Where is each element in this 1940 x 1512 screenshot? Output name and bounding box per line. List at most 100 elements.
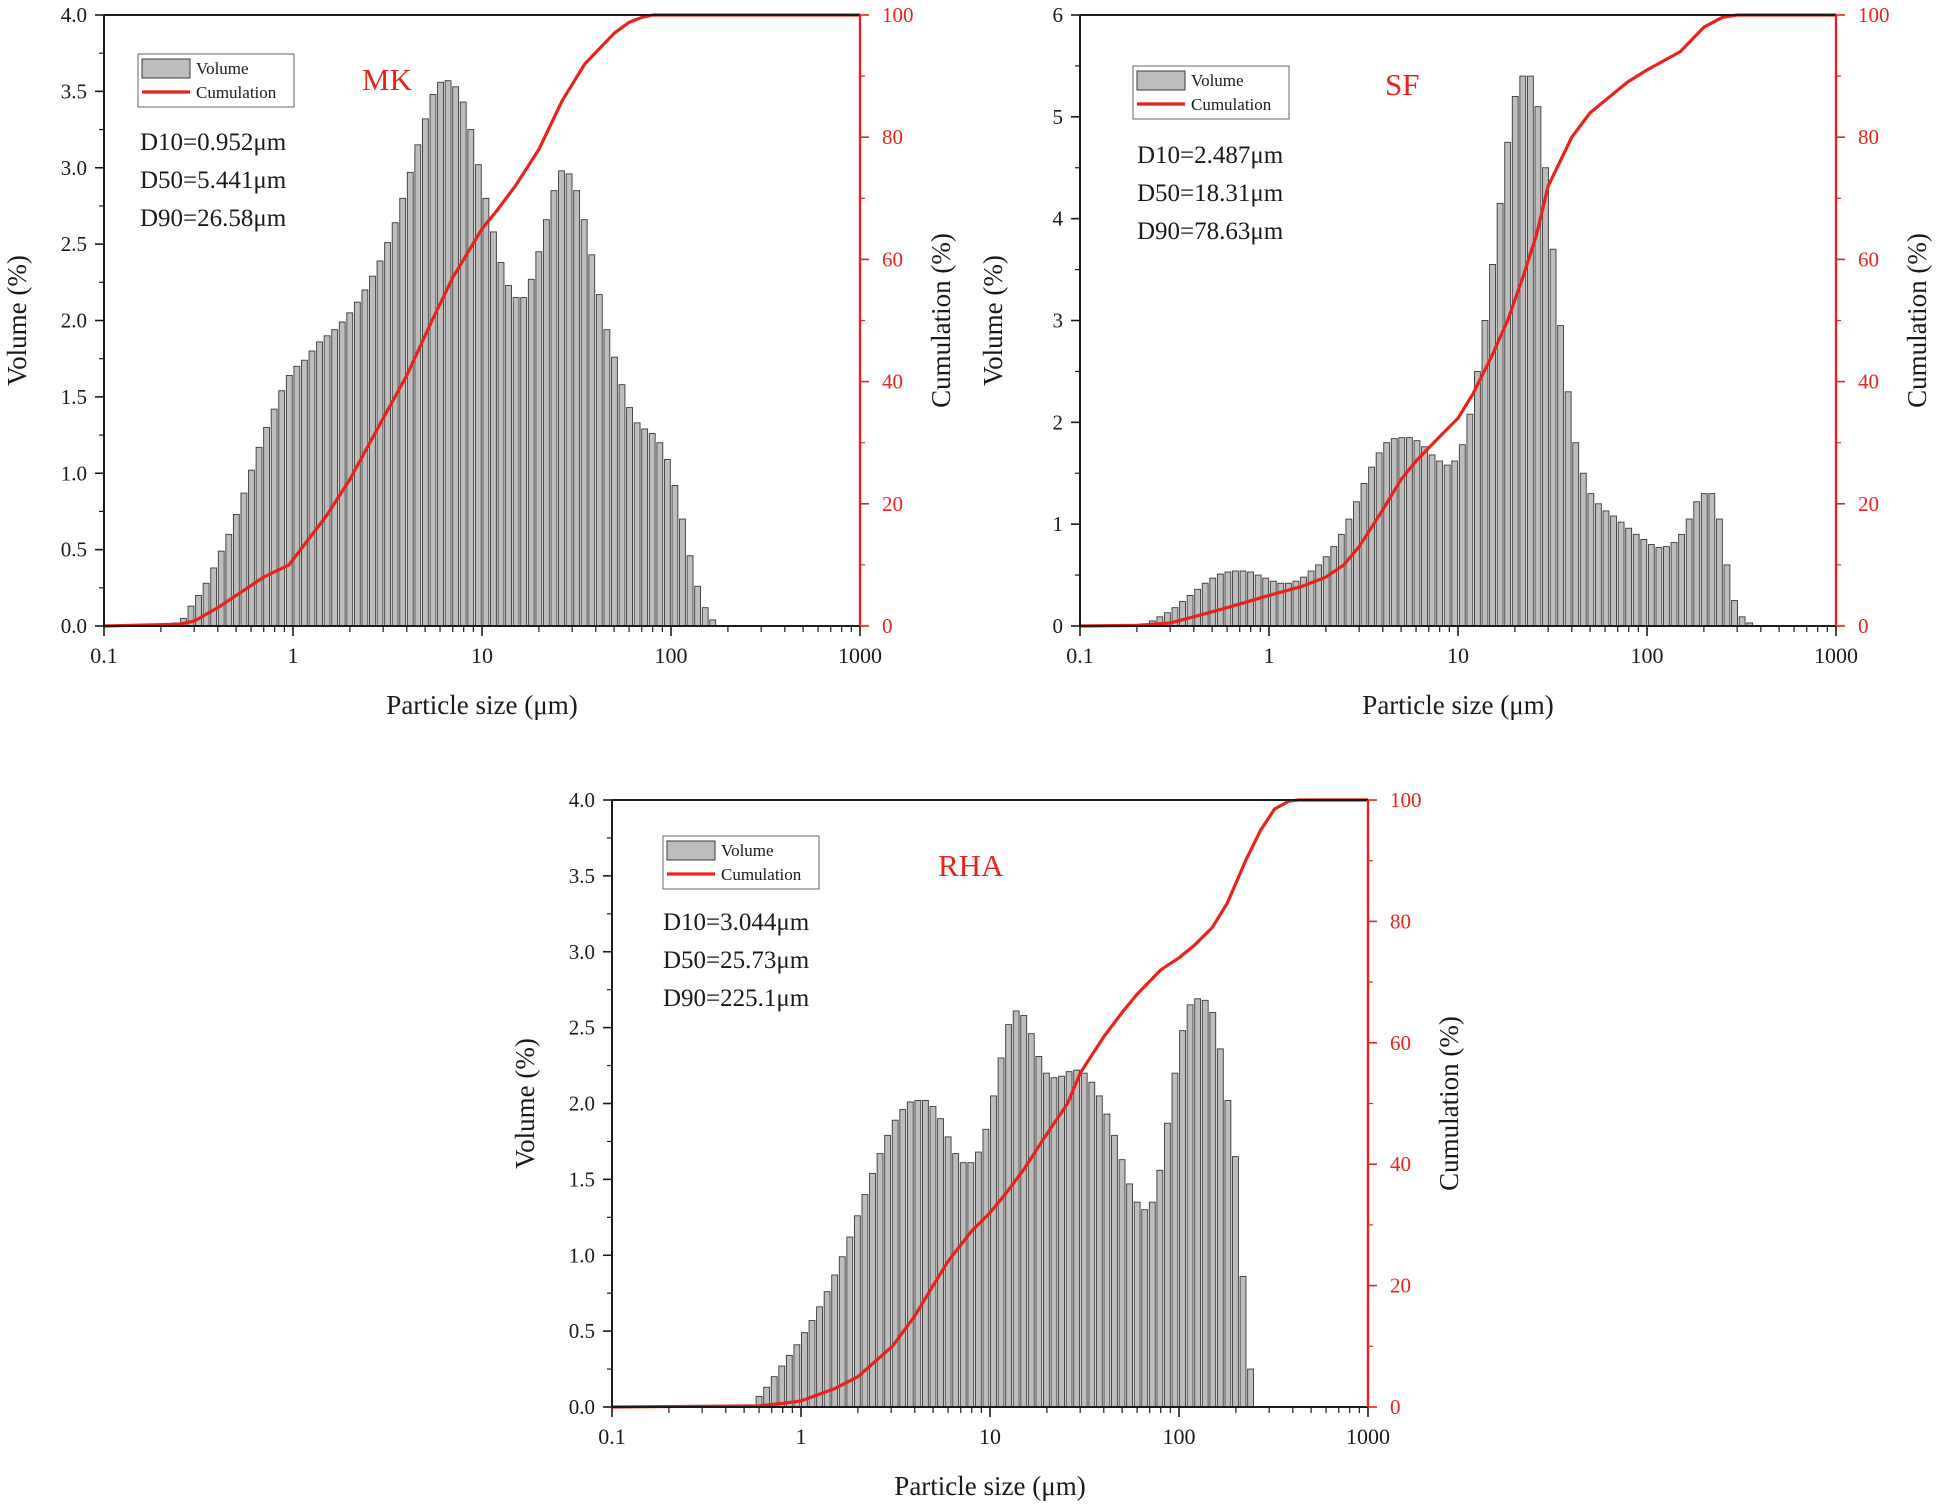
panel-label: SF: [1385, 67, 1419, 102]
volume-bar: [512, 297, 520, 627]
volume-bar: [1216, 1048, 1224, 1408]
volume-bar: [990, 1095, 997, 1408]
volume-bar: [580, 219, 588, 627]
volume-bar: [1685, 518, 1693, 627]
volume-bar: [861, 1194, 869, 1408]
legend-volume-label: Volume: [196, 59, 249, 78]
volume-bar: [1360, 482, 1368, 627]
y-tick-label: 1.5: [61, 385, 87, 409]
volume-bar: [1043, 1072, 1050, 1408]
volume-bar: [1247, 1368, 1254, 1408]
y-tick-label: 1.0: [61, 461, 87, 485]
volume-bar: [1065, 1071, 1073, 1408]
y2-tick-label: 60: [1858, 247, 1879, 271]
volume-bar: [1307, 570, 1315, 627]
volume-bar: [550, 190, 558, 627]
volume-bar: [1269, 580, 1277, 627]
volume-bar: [1224, 571, 1232, 627]
y-tick-label: 4: [1053, 207, 1064, 231]
volume-bar: [1708, 493, 1716, 627]
x-axis-title: Particle size (μm): [894, 1471, 1085, 1501]
y-tick-label: 0.0: [569, 1395, 595, 1419]
y2-tick-label: 0: [882, 614, 893, 638]
volume-bar: [959, 1162, 967, 1408]
volume-bar: [1489, 264, 1496, 627]
y-tick-label: 2: [1053, 410, 1064, 434]
volume-bar: [1277, 582, 1285, 627]
volume-bar: [1080, 1072, 1088, 1408]
y-tick-label: 3.5: [61, 79, 87, 103]
volume-bar: [1118, 1159, 1126, 1408]
volume-bar: [1496, 202, 1504, 627]
volume-bar: [1035, 1056, 1043, 1408]
volume-bar: [1201, 582, 1209, 627]
cumulation-line: [1079, 13, 1836, 628]
y2-axis-title: Cumulation (%): [926, 233, 956, 408]
y-tick-label: 5: [1053, 105, 1064, 129]
y2-tick-label: 40: [1858, 370, 1879, 394]
volume-bar: [565, 173, 573, 627]
volume-bar: [406, 171, 414, 627]
volume-bar: [1005, 1024, 1013, 1408]
y2-tick-label: 100: [882, 3, 914, 27]
y2-tick-label: 20: [1390, 1274, 1411, 1298]
volume-bar: [876, 1153, 884, 1408]
y-tick-label: 2.0: [61, 309, 87, 333]
volume-bar: [1549, 248, 1557, 627]
legend-cumulation-label: Cumulation: [721, 865, 802, 884]
y-tick-label: 3.0: [569, 940, 595, 964]
volume-bar: [301, 359, 308, 627]
x-tick-label: 0.1: [598, 1424, 626, 1449]
y2-tick-label: 80: [882, 125, 903, 149]
volume-bar: [210, 567, 218, 627]
volume-bar: [1186, 595, 1194, 627]
volume-bar: [1610, 515, 1617, 627]
volume-bar: [535, 251, 543, 627]
x-tick-label: 10: [1447, 643, 1469, 668]
y2-axis-title: Cumulation (%): [1434, 1016, 1464, 1191]
volume-bar: [1579, 472, 1587, 627]
volume-bar: [285, 375, 293, 627]
volume-bar: [1511, 96, 1519, 627]
panel-label: MK: [362, 62, 413, 97]
volume-bar: [929, 1106, 937, 1408]
volume-bar: [1020, 1015, 1028, 1408]
y-tick-label: 3: [1053, 309, 1064, 333]
volume-bar: [1723, 564, 1731, 627]
y-tick-label: 3.5: [569, 864, 595, 888]
volume-bar: [1232, 570, 1239, 627]
volume-bar: [1156, 1169, 1164, 1408]
y-tick-label: 2.5: [569, 1016, 595, 1040]
volume-bar: [952, 1153, 960, 1408]
volume-bar: [982, 1128, 990, 1408]
volume-bar: [1179, 1030, 1186, 1408]
volume-bar: [414, 144, 422, 627]
y2-tick-label: 0: [1390, 1395, 1401, 1419]
y2-tick-label: 80: [1858, 125, 1879, 149]
volume-bar: [1443, 464, 1451, 627]
x-tick-label: 100: [1631, 643, 1664, 668]
volume-bar: [421, 118, 429, 627]
y2-tick-label: 100: [1390, 788, 1422, 812]
y2-tick-label: 80: [1390, 909, 1411, 933]
legend-cumulation-label: Cumulation: [1191, 95, 1272, 114]
volume-bar: [1557, 325, 1565, 627]
volume-bar: [1647, 544, 1655, 627]
volume-bar: [497, 262, 505, 627]
stat-d10: D10=0.952μm: [140, 129, 287, 156]
volume-bar: [967, 1162, 975, 1408]
volume-bar: [1466, 413, 1474, 627]
volume-bar: [686, 555, 694, 627]
volume-bar: [1148, 1201, 1156, 1408]
volume-bar: [899, 1109, 907, 1408]
volume-bar: [1194, 998, 1202, 1408]
chart-rha: 0.1 1 10 100 10000.00.51.01.52.02.53.03.54.0…: [510, 788, 1464, 1501]
volume-bar: [232, 514, 240, 627]
volume-bar: [914, 1100, 922, 1408]
volume-bar: [459, 101, 467, 627]
volume-bar: [1194, 588, 1202, 627]
volume-bar: [1209, 1012, 1217, 1408]
x-tick-label: 1000: [1814, 643, 1858, 668]
volume-bar: [922, 1100, 929, 1408]
volume-bar: [626, 407, 633, 627]
